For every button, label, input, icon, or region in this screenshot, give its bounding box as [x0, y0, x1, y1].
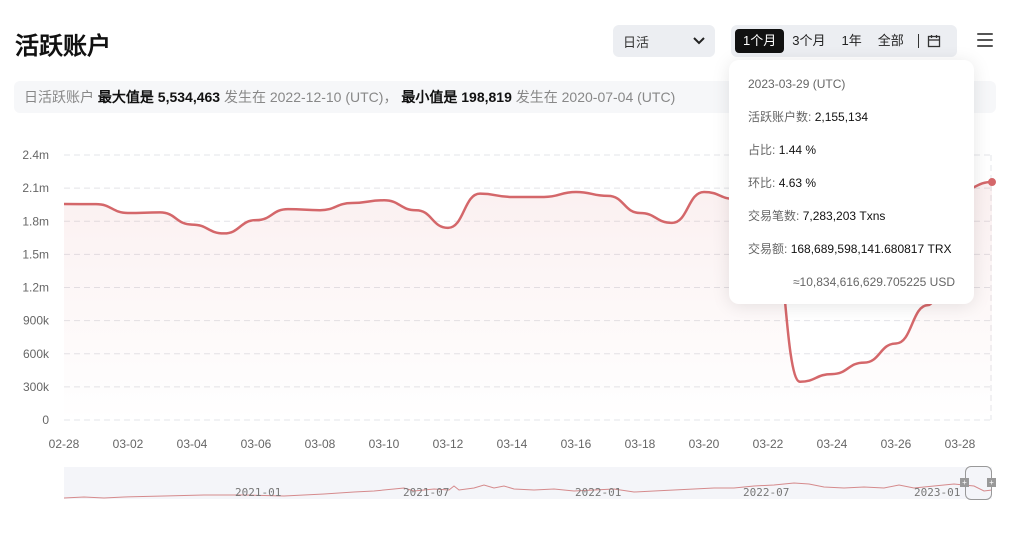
divider: [917, 34, 919, 48]
max-at: 发生在: [223, 89, 266, 105]
tooltip: 2023-03-29 (UTC) 活跃账户数: 2,155,134 占比: 1.…: [729, 60, 974, 304]
navigator-label: 2021-07: [403, 486, 450, 499]
navigator-right-grip-icon[interactable]: +: [987, 478, 996, 487]
navigator-left-grip-icon[interactable]: +: [960, 478, 969, 487]
min-label: 最小值是: [401, 89, 458, 105]
range-selector: 1个月 3个月 1年 全部: [731, 25, 957, 57]
tooltip-txn-value: 7,283,203 Txns: [802, 209, 886, 223]
y-tick-label: 600k: [23, 347, 50, 361]
x-tick-label: 03-20: [689, 437, 720, 451]
x-tick-label: 03-02: [113, 437, 144, 451]
tooltip-amount-value: 168,689,598,141.680817 TRX: [790, 242, 952, 256]
tooltip-share-value: 1.44 %: [778, 143, 817, 157]
tooltip-txn-label: 交易笔数:: [748, 209, 800, 223]
x-tick-label: 03-24: [817, 437, 848, 451]
y-tick-label: 300k: [23, 380, 50, 394]
x-tick-label: 03-16: [561, 437, 592, 451]
navigator-label: 2022-07: [743, 486, 790, 499]
y-tick-label: 2.1m: [22, 181, 49, 195]
max-label: 最大值是: [97, 89, 154, 105]
tooltip-change-value: 4.63 %: [778, 176, 817, 190]
x-tick-label: 03-26: [881, 437, 912, 451]
tooltip-usd-value: ≈10,834,616,629.705225 USD: [792, 275, 955, 289]
calendar-icon[interactable]: [927, 34, 941, 48]
navigator-label: 2023-01: [914, 486, 961, 499]
period-select-value: 日活: [623, 34, 650, 50]
tooltip-active-label: 活跃账户数:: [748, 110, 812, 124]
y-tick-label: 0: [42, 413, 49, 427]
navigator-label: 2021-01: [235, 486, 282, 499]
summary-prefix: 日活跃账户: [24, 89, 94, 105]
min-at: 发生在: [515, 89, 558, 105]
chevron-down-icon: [693, 37, 705, 45]
y-tick-label: 1.8m: [22, 214, 49, 228]
y-tick-label: 2.4m: [22, 148, 49, 162]
navigator-label: 2022-01: [575, 486, 622, 499]
data-line: [63, 180, 993, 383]
x-tick-label: 03-06: [241, 437, 272, 451]
x-tick-label: 03-10: [369, 437, 400, 451]
range-navigator[interactable]: [63, 467, 993, 499]
hover-point[interactable]: [988, 178, 996, 187]
min-date: 2020-07-04 (UTC): [561, 89, 676, 105]
range-1-month[interactable]: 1个月: [735, 29, 785, 53]
y-tick-label: 1.5m: [22, 247, 49, 261]
y-tick-label: 900k: [23, 314, 50, 328]
page-title: 活跃账户: [15, 33, 111, 60]
period-select[interactable]: 日活: [613, 25, 715, 57]
x-tick-label: 02-28: [49, 437, 80, 451]
tooltip-amount-label: 交易额:: [748, 242, 788, 256]
max-date: 2022-12-10 (UTC)，: [269, 89, 398, 105]
tooltip-active-value: 2,155,134: [814, 110, 869, 124]
tooltip-date: 2023-03-29 (UTC): [748, 77, 846, 91]
x-tick-label: 03-22: [753, 437, 784, 451]
max-value: 5,534,463: [157, 89, 221, 105]
range-1-year[interactable]: 1年: [841, 33, 862, 48]
x-tick-label: 03-28: [945, 437, 976, 451]
x-tick-label: 03-04: [177, 437, 208, 451]
range-3-months[interactable]: 3个月: [792, 33, 826, 48]
x-tick-label: 03-18: [625, 437, 656, 451]
range-all[interactable]: 全部: [877, 33, 904, 48]
tooltip-change-label: 环比:: [748, 176, 776, 190]
y-tick-label: 1.2m: [22, 281, 49, 295]
min-value: 198,819: [461, 89, 512, 105]
x-tick-label: 03-08: [305, 437, 336, 451]
navigator-sparkline: [63, 482, 993, 499]
x-tick-label: 03-12: [433, 437, 464, 451]
x-tick-label: 03-14: [497, 437, 528, 451]
hamburger-menu-icon[interactable]: [977, 33, 993, 51]
tooltip-share-label: 占比:: [748, 143, 776, 157]
